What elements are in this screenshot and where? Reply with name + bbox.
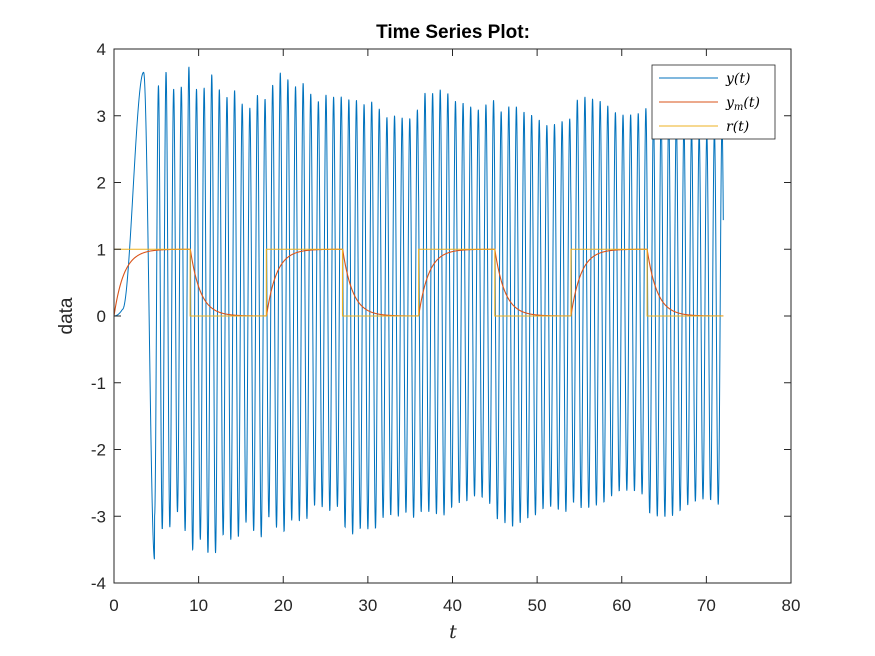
series-layer (114, 66, 724, 560)
y-tick-label: 4 (97, 40, 106, 59)
x-tick-label: 10 (189, 596, 208, 615)
x-tick-label: 80 (782, 596, 801, 615)
legend: y(t) ym(t) r(t) (651, 64, 776, 140)
y-tick-label: 1 (97, 240, 106, 259)
x-tick-label: 60 (612, 596, 631, 615)
y-tick-label: 3 (97, 107, 106, 126)
legend-label-ym: ym(t) (725, 95, 760, 113)
legend-label-r: r(t) (726, 119, 749, 135)
legend-label-ym-main: y (725, 95, 735, 111)
legend-entry-r: r(t) (659, 119, 749, 135)
legend-entry-y: y(t) (659, 71, 750, 87)
legend-entry-ym: ym(t) (659, 95, 760, 113)
x-tick-label: 50 (528, 596, 547, 615)
series-line-r (114, 248, 724, 317)
y-tick-label: -2 (91, 441, 106, 460)
legend-label-ym-sub: m (734, 102, 743, 113)
y-tick-label: -3 (91, 507, 106, 526)
x-tick-label: 30 (358, 596, 377, 615)
x-tick-label: 40 (443, 596, 462, 615)
x-tick-label: 20 (274, 596, 293, 615)
x-axis-label: t (449, 621, 457, 643)
legend-label-ym-suffix: (t) (743, 95, 760, 111)
x-tick-label: 0 (109, 596, 118, 615)
y-axis-label: data (56, 297, 77, 334)
legend-label-y: y(t) (725, 71, 750, 87)
y-tick-label: 2 (97, 174, 106, 193)
y-tick-label: 0 (97, 307, 106, 326)
chart-title: Time Series Plot: (376, 22, 530, 43)
y-tick-label: -1 (91, 374, 106, 393)
y-tick-label: -4 (91, 574, 106, 593)
x-tick-label: 70 (697, 596, 716, 615)
series-line-y (114, 66, 724, 560)
